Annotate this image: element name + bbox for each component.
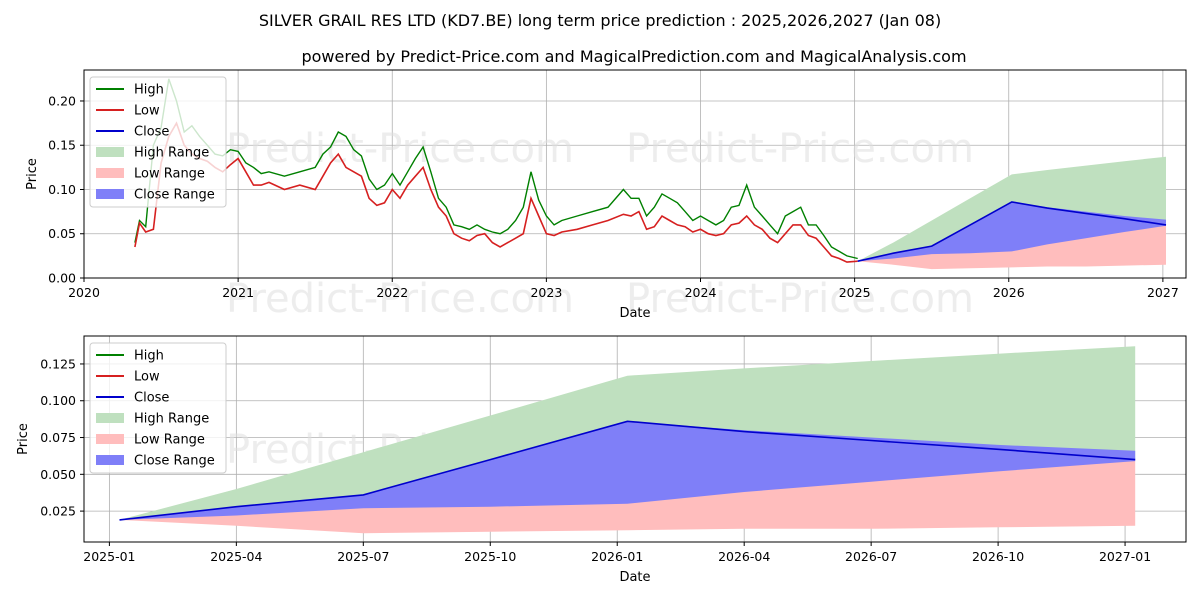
legend-high-range-swatch [96,413,124,423]
high-range-band [857,156,1166,262]
legend-high-range-label: High Range [134,412,209,427]
y-tick-label: 0.100 [40,393,76,408]
legend-low-label: Low [134,370,160,385]
watermark-text: Predict-Price.com [626,126,974,172]
legend-low-range-swatch [96,434,124,444]
x-tick-label: 2022 [376,285,408,300]
axes-frame [83,335,1187,543]
bottom-chart-panel: Predict-Price.comPredict-Price.com2025-0… [16,335,1187,585]
close-series-line [119,420,1136,521]
x-axis-label: Date [619,570,650,585]
legend-high-range-swatch [96,147,124,157]
close-range-band [857,201,1166,262]
x-tick-label: 2025-04 [210,549,262,564]
high-series-line [134,78,858,260]
plot-area [119,346,1136,534]
legend-close-range-swatch [96,455,124,465]
legend-high-label: High [134,349,164,364]
y-axis-label: Price [16,423,31,455]
legend-high-label: High [134,83,164,98]
y-tick-label: 0.10 [48,182,76,197]
y-tick-label: 0.050 [40,467,76,482]
y-tick-label: 0.025 [40,504,76,519]
legend-close-range-label: Close Range [134,188,215,203]
x-tick-label: 2027 [1147,285,1179,300]
watermark-text: Predict-Price.com [226,276,574,322]
y-tick-label: 0.075 [40,430,76,445]
y-tick-label: 0.125 [40,356,76,371]
top-chart-panel: Predict-Price.com Predict-Price.com Predic… [25,69,1187,322]
legend-close-range-label: Close Range [134,454,215,469]
y-tick-label: 0.20 [48,93,76,108]
chart-title: SILVER GRAIL RES LTD (KD7.BE) long term … [259,11,941,30]
watermark-text: Predict-Price.com [626,276,974,322]
x-tick-label: 2020 [68,285,100,300]
x-tick-label: 2027-01 [1099,549,1151,564]
x-tick-label: 2026 [993,285,1025,300]
y-tick-label: 0.15 [48,138,76,153]
x-tick-label: 2023 [530,285,562,300]
y-axis-label: Price [25,158,40,190]
x-tick-label: 2026-01 [591,549,643,564]
legend-low-range-label: Low Range [134,167,205,182]
x-tick-label: 2024 [685,285,717,300]
close-range-band [119,421,1136,520]
legend-low-range-swatch [96,168,124,178]
y-tick-label: 0.05 [48,226,76,241]
plot-area [134,78,1167,270]
legend-low-label: Low [134,104,160,119]
close-series-line [857,201,1167,262]
x-tick-label: 2026-07 [845,549,897,564]
high-range-band [119,346,1136,520]
x-tick-label: 2025 [839,285,871,300]
legend-low-range-label: Low Range [134,433,205,448]
low-series-line [134,121,858,263]
x-tick-label: 2021 [222,285,254,300]
legend: High Low Close High Range Low Range Close Ran… [89,342,227,474]
x-tick-label: 2026-04 [718,549,770,564]
x-tick-label: 2025-07 [337,549,389,564]
legend-close-label: Close [134,391,169,406]
legend-close-range-swatch [96,189,124,199]
chart-subtitle: powered by Predict-Price.com and Magical… [301,47,966,66]
x-tick-label: 2025-10 [464,549,516,564]
watermark-text: Predict-Price.com [226,126,574,172]
legend: High Low Close High Range Low Range Close Ran… [89,76,227,208]
y-tick-label: 0.00 [48,271,76,286]
legend-high-range-label: High Range [134,146,209,161]
x-tick-label: 2026-10 [972,549,1024,564]
axes-frame [83,69,1187,279]
legend-close-label: Close [134,125,169,140]
x-tick-label: 2025-01 [83,549,135,564]
x-axis-label: Date [619,306,650,321]
